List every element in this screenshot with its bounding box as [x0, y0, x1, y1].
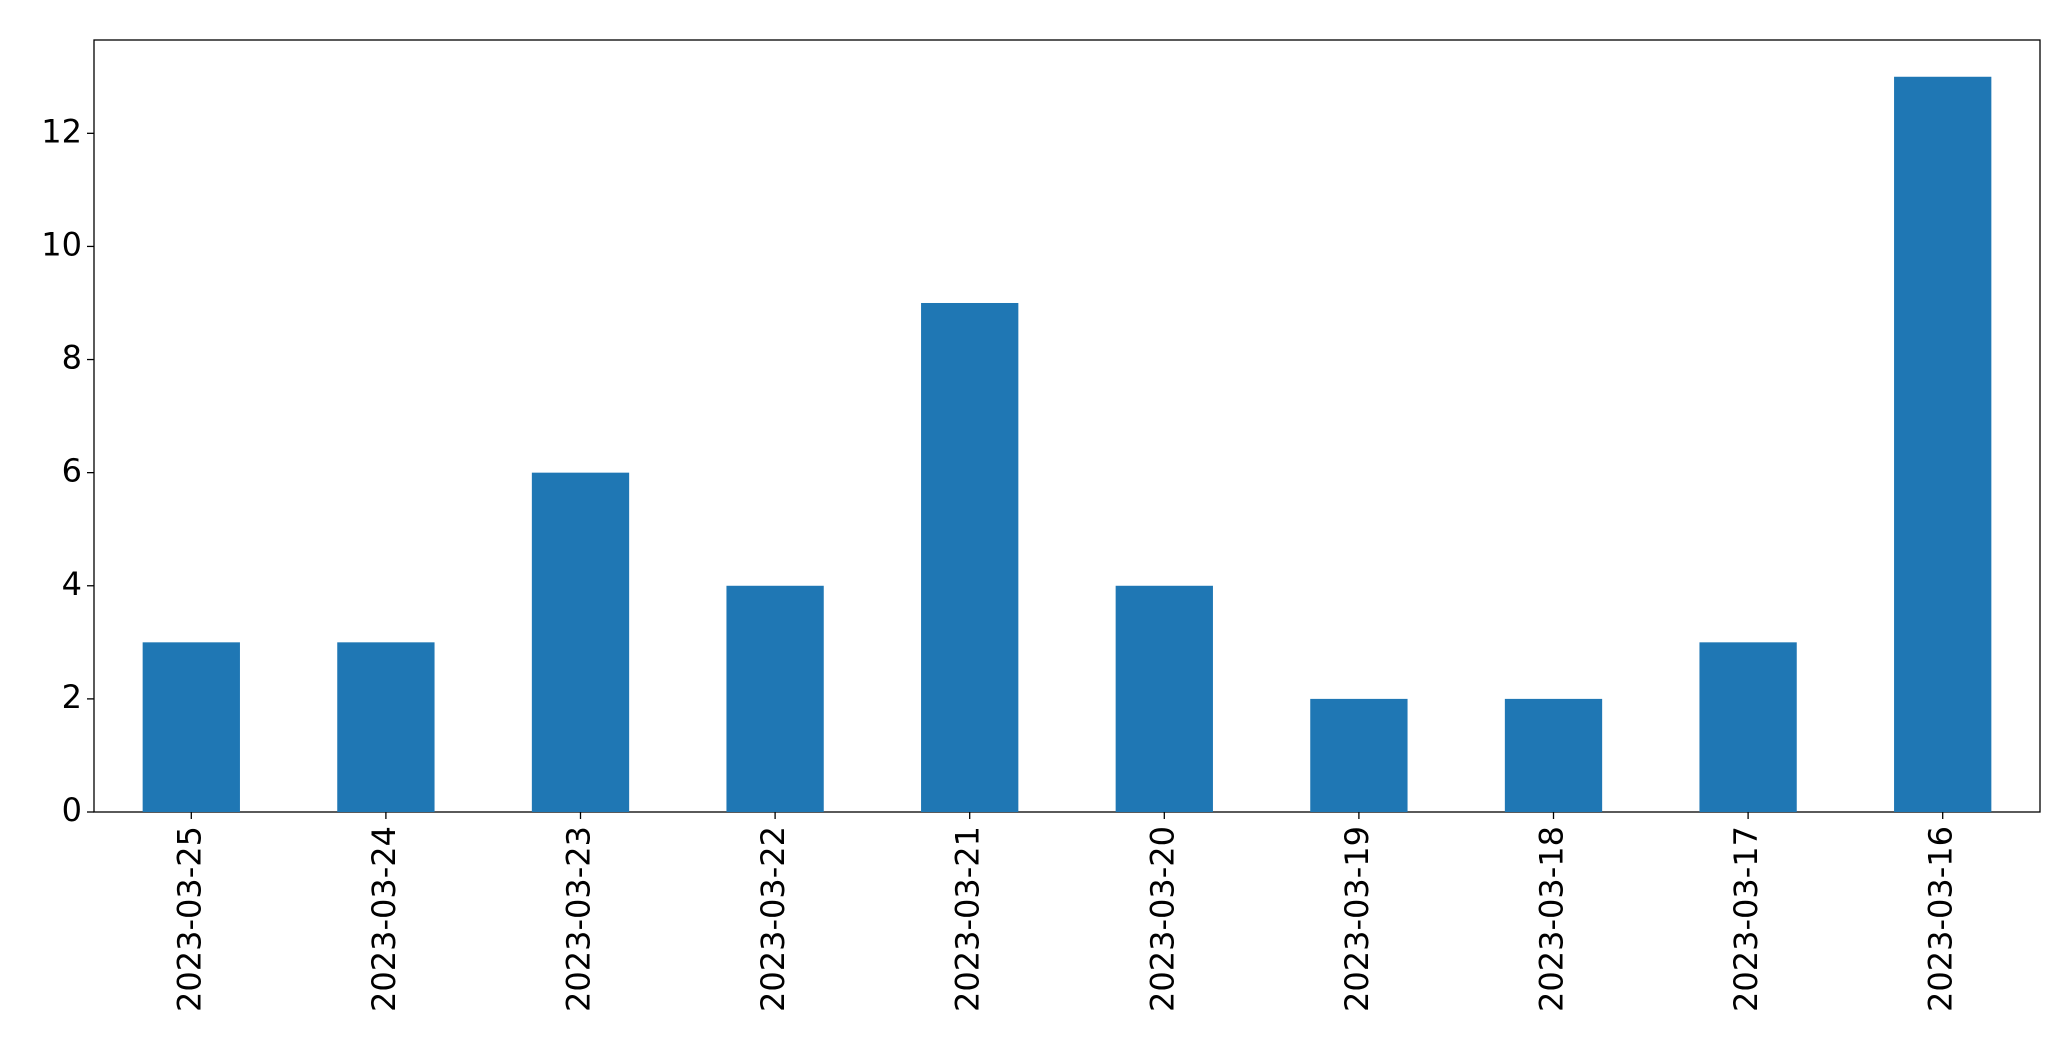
y-tick-label: 6 — [62, 452, 82, 490]
bar — [1504, 698, 1603, 812]
bar — [337, 642, 435, 812]
axes-frame — [93, 39, 2041, 813]
y-tick-label: 4 — [62, 565, 82, 603]
y-tick-label: 12 — [41, 112, 82, 150]
x-tick-label: 2023-03-19 — [1338, 826, 1376, 1012]
x-tick-label: 2023-03-24 — [365, 826, 403, 1012]
bar — [1699, 642, 1797, 812]
bar — [1310, 698, 1408, 812]
x-tick-label: 2023-03-17 — [1727, 826, 1765, 1012]
bar — [1894, 76, 1992, 812]
y-tick-label: 8 — [62, 339, 82, 377]
bar — [531, 472, 630, 812]
bar — [921, 302, 1019, 812]
y-tick-label: 2 — [62, 678, 82, 716]
x-tick-label: 2023-03-16 — [1922, 826, 1960, 1012]
y-tick-label: 10 — [41, 225, 82, 263]
bar — [726, 585, 824, 812]
x-tick-label: 2023-03-22 — [754, 826, 792, 1012]
x-tick-label: 2023-03-23 — [560, 826, 598, 1012]
x-tick-label: 2023-03-21 — [949, 826, 987, 1012]
x-tick-label: 2023-03-18 — [1533, 826, 1571, 1012]
y-tick-label: 0 — [62, 791, 82, 829]
x-tick-label: 2023-03-20 — [1143, 826, 1181, 1012]
bar — [1115, 585, 1213, 812]
bar — [142, 642, 240, 812]
x-tick-label: 2023-03-25 — [170, 826, 208, 1012]
